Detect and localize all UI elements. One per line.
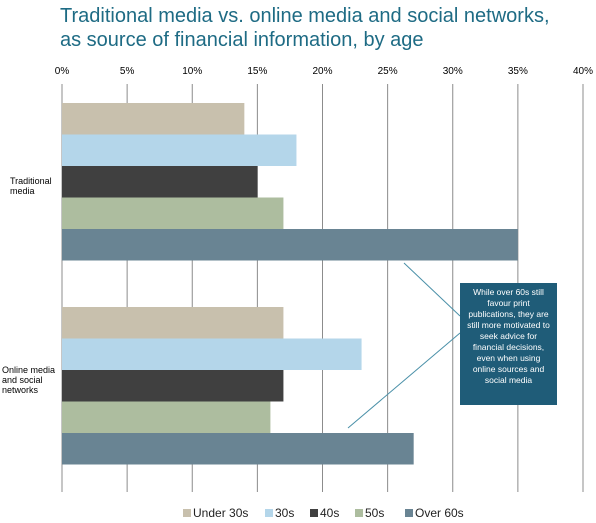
category-label: networks: [2, 385, 39, 395]
x-axis-ticks: 0% 5% 10% 15% 20% 25% 30% 35% 40%: [55, 66, 593, 77]
legend-label: 50s: [365, 506, 384, 520]
bar: [62, 229, 518, 261]
x-tick-label: 30%: [443, 66, 463, 77]
x-tick-label: 40%: [573, 66, 593, 77]
x-tick-label: 10%: [182, 66, 202, 77]
legend-label: 40s: [320, 506, 339, 520]
callout-line: [347, 332, 461, 429]
x-tick-label: 35%: [508, 66, 528, 77]
bar: [62, 370, 284, 402]
legend-label: Under 30s: [193, 506, 248, 520]
category-label: Online media: [2, 365, 55, 375]
legend: Under 30s 30s 40s 50s Over 60s: [183, 506, 464, 520]
legend-swatch: [310, 509, 318, 517]
bars: [62, 103, 518, 465]
legend-swatch: [265, 509, 273, 517]
bar: [62, 134, 297, 166]
x-tick-label: 5%: [120, 66, 135, 77]
bar: [62, 307, 284, 339]
x-tick-label: 15%: [247, 66, 267, 77]
callout-lines: [347, 262, 461, 429]
x-tick-label: 20%: [312, 66, 332, 77]
bar: [62, 338, 362, 370]
bar: [62, 166, 258, 198]
category-label: media: [10, 186, 35, 196]
callout-box: While over 60s still favour print public…: [460, 283, 557, 405]
legend-label: 30s: [275, 506, 294, 520]
bar: [62, 103, 245, 135]
legend-label: Over 60s: [415, 506, 464, 520]
category-label: and social: [2, 375, 43, 385]
bar: [62, 401, 271, 433]
bar: [62, 433, 414, 465]
x-tick-label: 25%: [378, 66, 398, 77]
legend-swatch: [355, 509, 363, 517]
legend-swatch: [405, 509, 413, 517]
legend-swatch: [183, 509, 191, 517]
chart-title: Traditional media vs. online media and s…: [60, 5, 550, 51]
bar: [62, 197, 284, 229]
category-label: Traditional: [10, 176, 52, 186]
x-tick-label: 0%: [55, 66, 70, 77]
callout-line: [403, 262, 461, 317]
